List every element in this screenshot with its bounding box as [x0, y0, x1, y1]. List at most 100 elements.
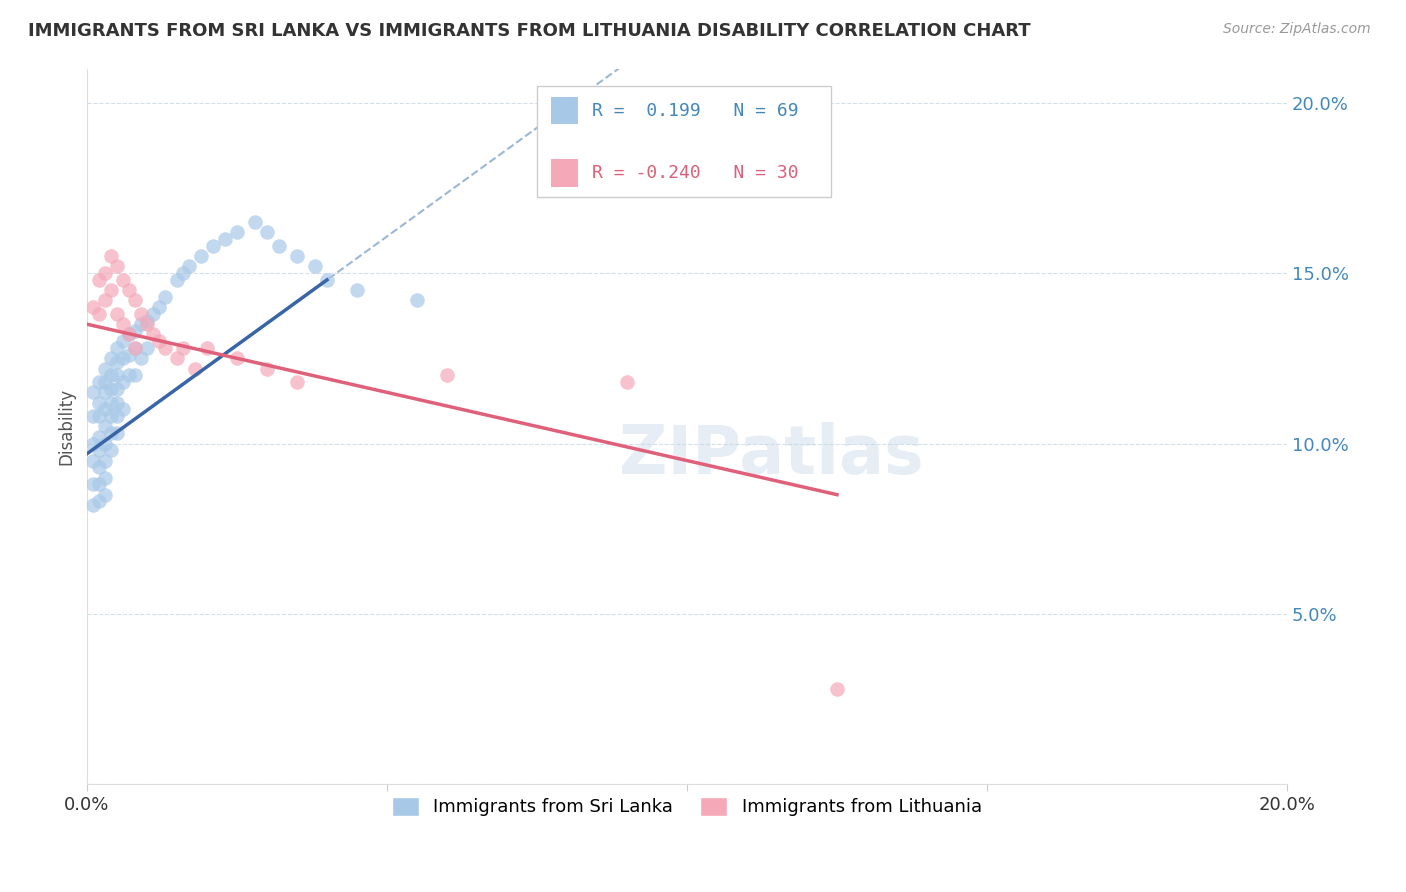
Point [436, 368, 458, 383]
Point [825, 681, 848, 696]
Point [94, 375, 117, 389]
Point [316, 273, 339, 287]
Point [166, 351, 188, 366]
Text: R =  0.199   N = 69: R = 0.199 N = 69 [592, 102, 799, 120]
Point [82, 409, 104, 424]
Point [136, 317, 159, 331]
Point [100, 249, 122, 263]
Point [94, 488, 117, 502]
Point [285, 375, 308, 389]
Point [87, 494, 110, 508]
Point [105, 395, 128, 409]
Point [82, 498, 104, 512]
Point [87, 460, 110, 475]
Point [105, 409, 128, 424]
Point [256, 361, 278, 376]
Text: Source: ZipAtlas.com: Source: ZipAtlas.com [1223, 22, 1371, 37]
Point [172, 341, 194, 355]
Point [94, 293, 117, 308]
Point [226, 225, 249, 239]
Point [201, 239, 224, 253]
Point [100, 382, 122, 396]
Point [136, 314, 159, 328]
Point [111, 317, 134, 331]
Point [406, 293, 429, 308]
Point [214, 232, 236, 246]
Point [87, 443, 110, 458]
Point [94, 361, 117, 376]
Point [82, 436, 104, 450]
Point [136, 341, 159, 355]
Point [105, 341, 128, 355]
Point [94, 385, 117, 400]
Point [124, 293, 146, 308]
Point [118, 368, 141, 383]
Y-axis label: Disability: Disability [58, 388, 75, 465]
Point [100, 283, 122, 297]
Point [190, 249, 212, 263]
Point [124, 368, 146, 383]
Point [166, 273, 188, 287]
Point [94, 470, 117, 484]
Point [285, 249, 308, 263]
Point [111, 273, 134, 287]
Point [346, 283, 368, 297]
Point [94, 453, 117, 467]
Point [124, 341, 146, 355]
Point [153, 341, 176, 355]
Point [87, 409, 110, 424]
Point [111, 334, 134, 349]
Point [82, 453, 104, 467]
Point [267, 239, 290, 253]
Point [105, 307, 128, 321]
Point [87, 430, 110, 444]
Point [142, 327, 165, 342]
Point [100, 409, 122, 424]
Point [129, 351, 152, 366]
Point [100, 351, 122, 366]
Point [124, 341, 146, 355]
Point [111, 351, 134, 366]
Point [87, 307, 110, 321]
Point [100, 443, 122, 458]
Point [105, 368, 128, 383]
Point [118, 327, 141, 342]
Point [129, 317, 152, 331]
Point [87, 477, 110, 491]
FancyBboxPatch shape [551, 97, 578, 124]
Text: IMMIGRANTS FROM SRI LANKA VS IMMIGRANTS FROM LITHUANIA DISABILITY CORRELATION CH: IMMIGRANTS FROM SRI LANKA VS IMMIGRANTS … [28, 22, 1031, 40]
Point [304, 259, 326, 273]
Point [226, 351, 249, 366]
Point [148, 334, 170, 349]
Point [82, 477, 104, 491]
Point [129, 307, 152, 321]
Point [256, 225, 278, 239]
FancyBboxPatch shape [537, 87, 831, 197]
Point [177, 259, 200, 273]
Point [153, 290, 176, 304]
Point [87, 375, 110, 389]
Point [184, 361, 207, 376]
Point [87, 273, 110, 287]
Point [105, 354, 128, 368]
Point [111, 375, 134, 389]
Point [111, 402, 134, 417]
Text: R = -0.240   N = 30: R = -0.240 N = 30 [592, 164, 799, 182]
Point [82, 300, 104, 314]
Point [100, 395, 122, 409]
FancyBboxPatch shape [551, 160, 578, 186]
Legend: Immigrants from Sri Lanka, Immigrants from Lithuania: Immigrants from Sri Lanka, Immigrants fr… [382, 789, 991, 825]
Point [195, 341, 218, 355]
Text: ZIPatlas: ZIPatlas [619, 422, 924, 488]
Point [105, 382, 128, 396]
Point [118, 283, 141, 297]
Point [94, 402, 117, 417]
Point [124, 324, 146, 338]
Point [87, 395, 110, 409]
Point [172, 266, 194, 280]
Point [118, 327, 141, 342]
Point [142, 307, 165, 321]
Point [148, 300, 170, 314]
Point [94, 419, 117, 434]
Point [94, 436, 117, 450]
